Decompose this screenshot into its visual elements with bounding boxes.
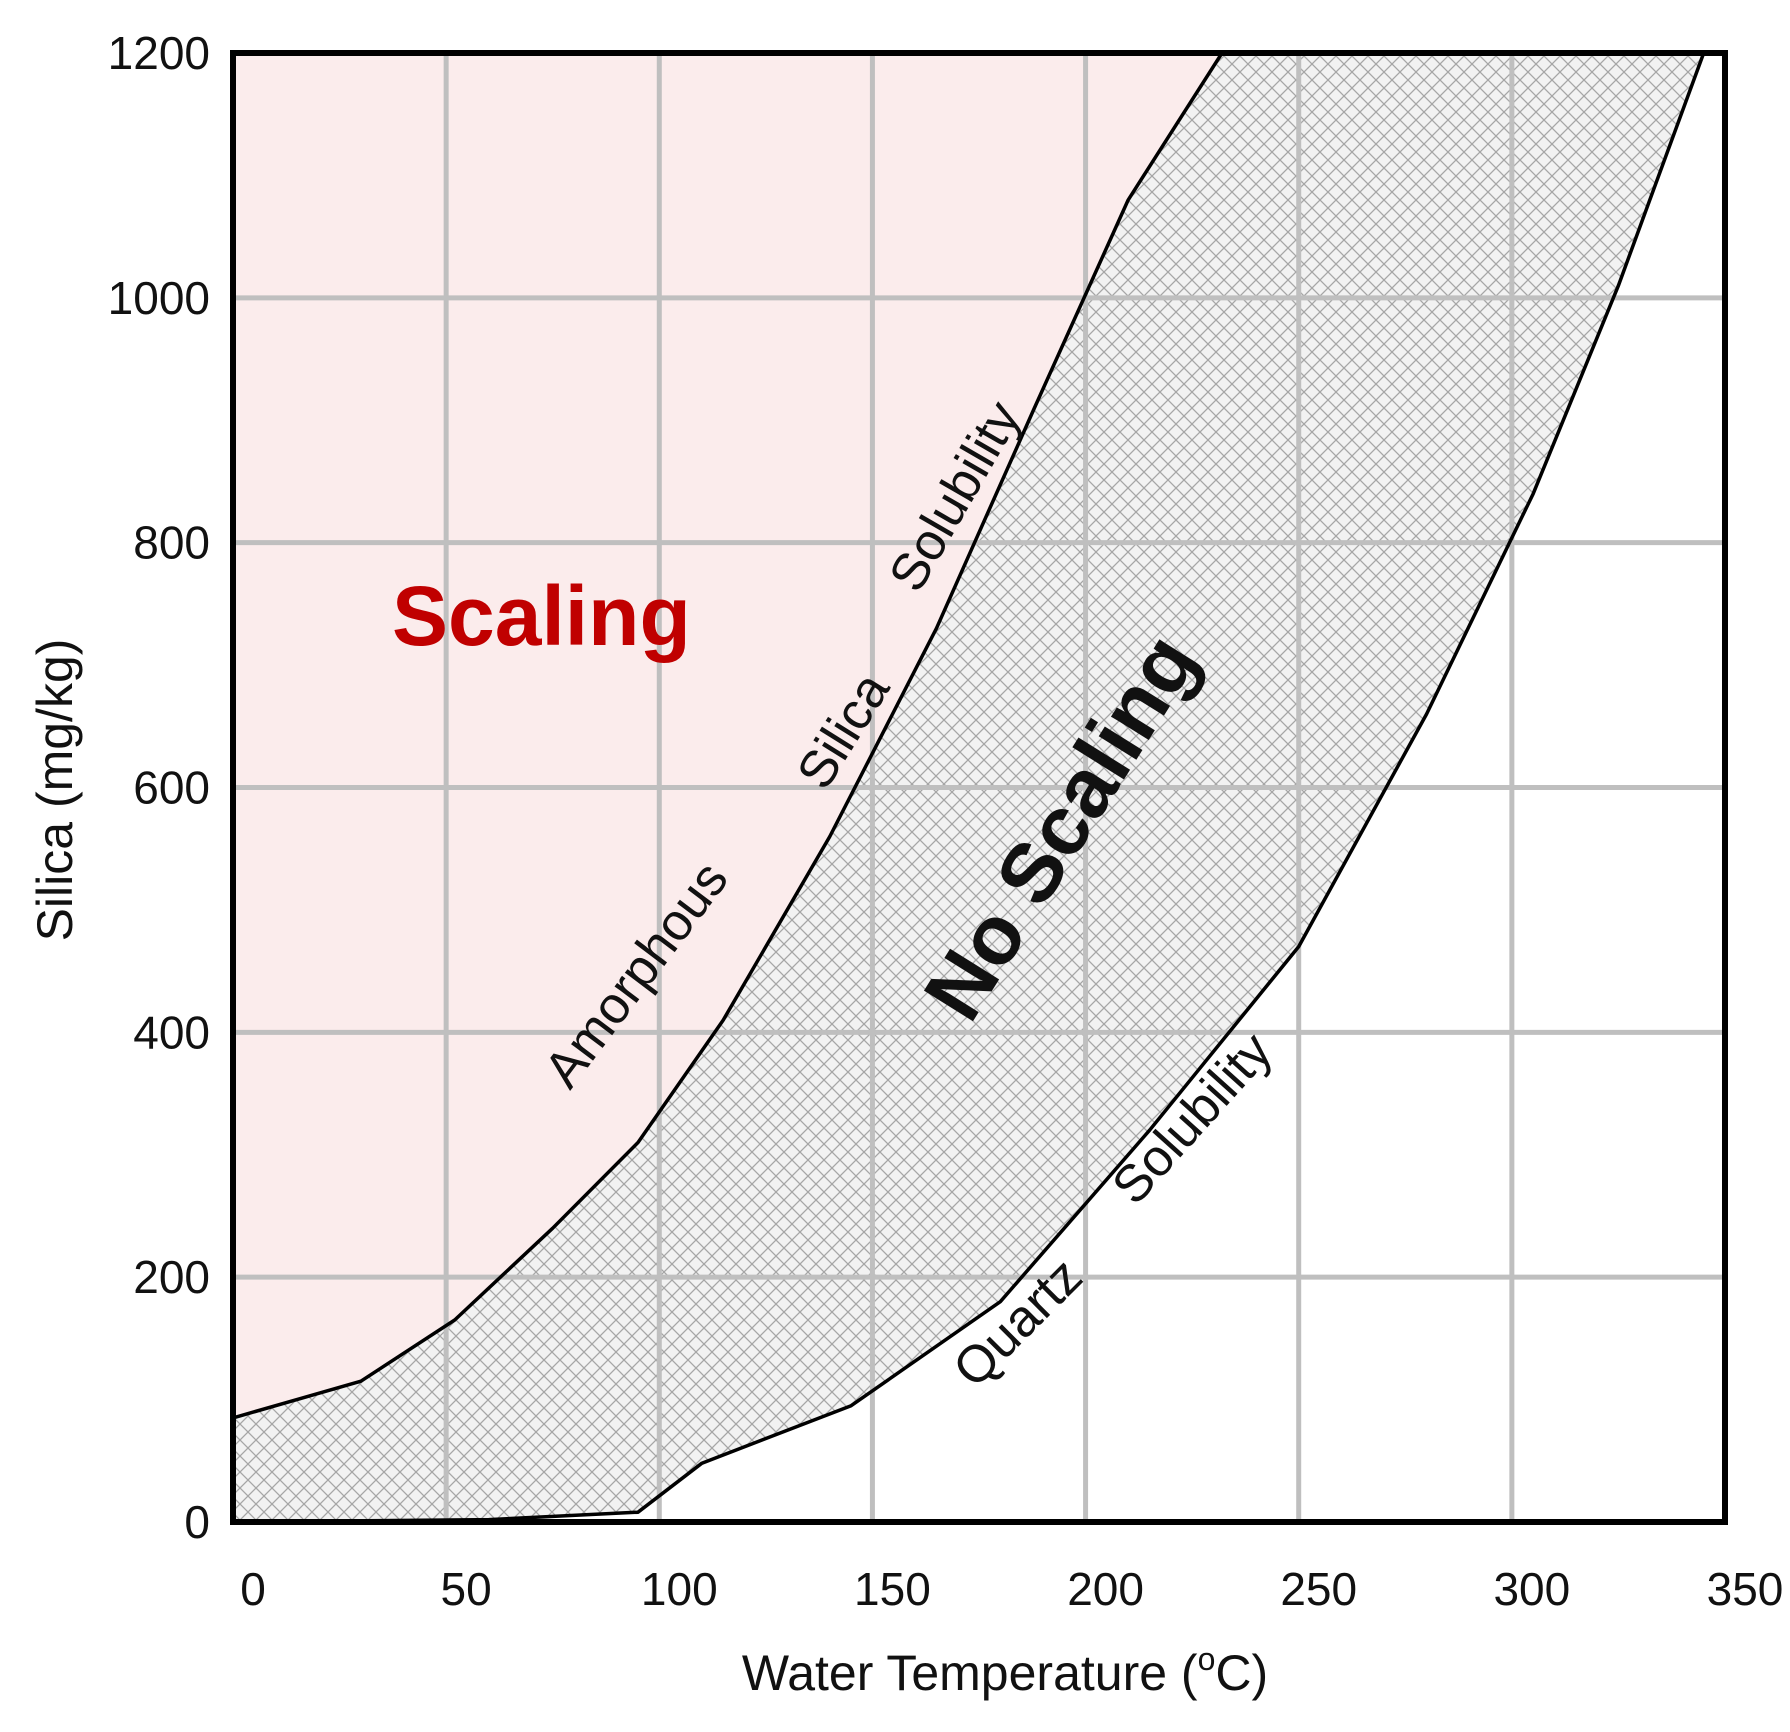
x-axis-title: Water Temperature (oC) (742, 1641, 1268, 1701)
x-tick-label: 350 (1707, 1563, 1784, 1615)
quartz-solubility-line (233, 53, 1706, 1522)
x-tick-label: 0 (240, 1563, 266, 1615)
y-axis-title: Silica (mg/kg) (27, 639, 83, 942)
scaling-region-label: Scaling (392, 569, 691, 663)
y-tick-label: 400 (133, 1006, 210, 1058)
y-tick-label: 0 (184, 1496, 210, 1548)
x-tick-label: 300 (1493, 1563, 1570, 1615)
y-tick-label: 600 (133, 762, 210, 814)
y-tick-label: 800 (133, 517, 210, 569)
plot-frame (230, 50, 1728, 1525)
y-tick-label: 1200 (108, 27, 210, 79)
amorphous-silica-solubility-line (233, 53, 1224, 1420)
y-tick-label: 200 (133, 1251, 210, 1303)
scaling-region-fill (233, 53, 1222, 1418)
x-tick-label: 250 (1280, 1563, 1357, 1615)
x-tick-label: 100 (641, 1563, 718, 1615)
x-tick-label: 50 (441, 1563, 492, 1615)
x-tick-label: 200 (1067, 1563, 1144, 1615)
y-tick-label: 1000 (108, 272, 210, 324)
x-tick-label: 150 (854, 1563, 931, 1615)
